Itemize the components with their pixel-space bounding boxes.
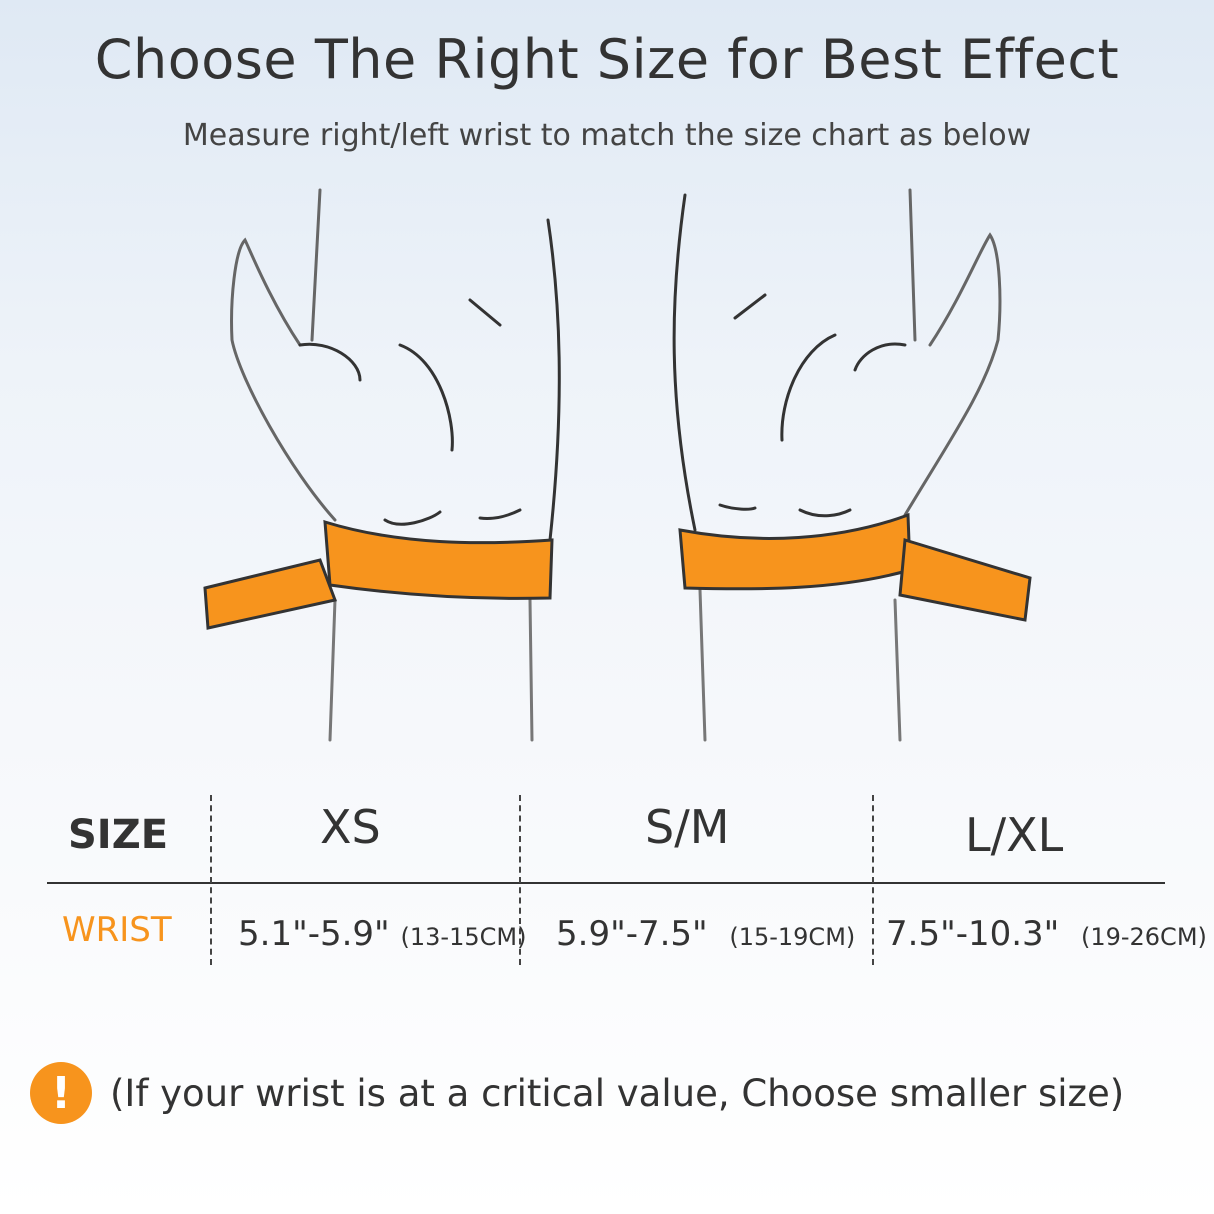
sm-inches: 5.9"-7.5" bbox=[556, 914, 708, 954]
xs-range: 5.1"-5.9" (13-15CM) bbox=[238, 914, 526, 954]
xs-cm: (13-15CM) bbox=[400, 923, 527, 951]
wrist-label: WRIST bbox=[62, 910, 172, 950]
lxl-range: 7.5"-10.3" (19-26CM) bbox=[886, 914, 1207, 954]
column-divider bbox=[210, 795, 212, 965]
page-subtitle: Measure right/left wrist to match the si… bbox=[182, 118, 1032, 153]
size-chart-table: SIZE XS S/M L/XL WRIST 5.1"-5.9" (13-15C… bbox=[0, 790, 1214, 970]
note-text: (If your wrist is at a critical value, C… bbox=[110, 1071, 1125, 1115]
exclamation-icon: ! bbox=[30, 1062, 92, 1124]
page-title: Choose The Right Size for Best Effect bbox=[94, 28, 1120, 91]
xs-inches: 5.1"-5.9" bbox=[238, 914, 390, 954]
table-divider bbox=[47, 882, 1165, 884]
lxl-cm: (19-26CM) bbox=[1080, 923, 1207, 951]
sizing-note: ! (If your wrist is at a critical value,… bbox=[30, 1062, 1124, 1124]
column-divider bbox=[519, 795, 521, 965]
size-header-xs: XS bbox=[320, 800, 381, 854]
size-header-lxl: L/XL bbox=[965, 808, 1064, 862]
size-header-sm: S/M bbox=[645, 800, 730, 854]
lxl-inches: 7.5"-10.3" bbox=[886, 914, 1060, 954]
left-hand-illustration bbox=[203, 188, 561, 742]
right-hand-illustration bbox=[672, 188, 1032, 742]
wrist-measurement-illustration bbox=[203, 188, 1032, 742]
column-divider bbox=[872, 795, 874, 965]
sm-range: 5.9"-7.5" (15-19CM) bbox=[556, 914, 855, 954]
size-row-header: SIZE bbox=[68, 812, 169, 858]
sm-cm: (15-19CM) bbox=[729, 923, 856, 951]
